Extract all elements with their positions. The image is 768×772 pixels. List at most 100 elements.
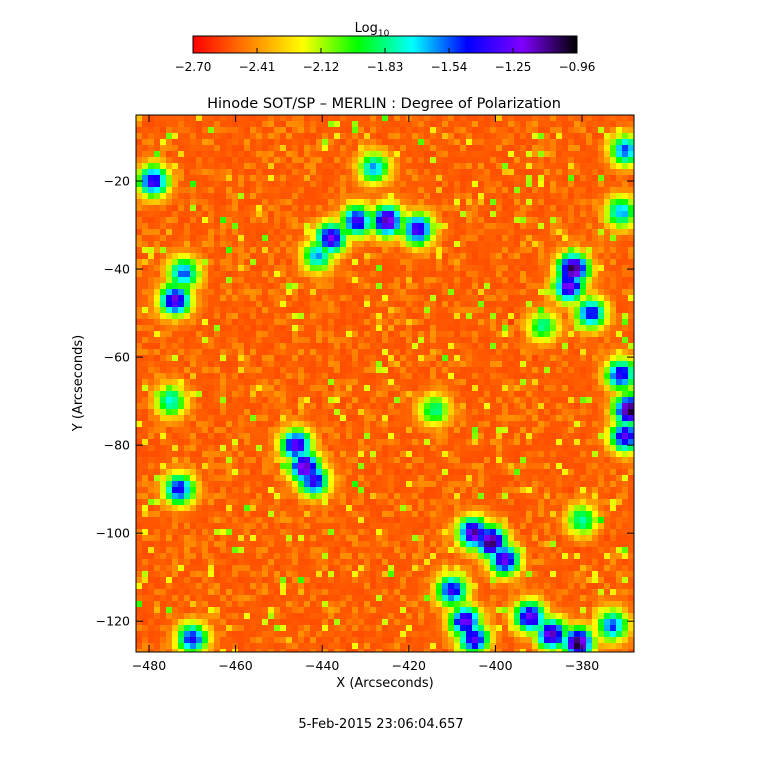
heatmap-cell	[358, 463, 364, 469]
heatmap-cell	[466, 331, 472, 337]
heatmap-cell	[166, 139, 172, 145]
heatmap-cell	[538, 307, 544, 313]
heatmap-cell	[514, 433, 520, 439]
heatmap-cell	[364, 469, 370, 475]
heatmap-cell	[304, 373, 310, 379]
heatmap-cell	[226, 235, 232, 241]
heatmap-cell	[400, 253, 406, 259]
heatmap-cell	[424, 217, 430, 223]
heatmap-cell	[136, 139, 142, 145]
heatmap-cell	[628, 163, 634, 169]
heatmap-cell	[520, 385, 526, 391]
heatmap-cell	[610, 157, 616, 163]
heatmap-cell	[220, 175, 226, 181]
heatmap-cell	[178, 121, 184, 127]
heatmap-cell	[244, 343, 250, 349]
heatmap-cell	[394, 277, 400, 283]
heatmap-cell	[184, 145, 190, 151]
heatmap-cell	[574, 157, 580, 163]
heatmap-cell	[196, 367, 202, 373]
heatmap-cell	[136, 157, 142, 163]
heatmap-cell	[274, 115, 280, 121]
heatmap-cell	[262, 289, 268, 295]
heatmap-cell	[484, 433, 490, 439]
heatmap-cell	[436, 463, 442, 469]
heatmap-cell	[598, 295, 604, 301]
heatmap-cell	[196, 271, 202, 277]
heatmap-cell	[226, 367, 232, 373]
heatmap-cell	[310, 397, 316, 403]
heatmap-cell	[358, 175, 364, 181]
heatmap-cell	[298, 157, 304, 163]
heatmap-cell	[574, 253, 580, 259]
heatmap-cell	[478, 193, 484, 199]
heatmap-cell	[604, 121, 610, 127]
heatmap-cell	[202, 289, 208, 295]
heatmap-cell	[256, 319, 262, 325]
heatmap-cell	[382, 313, 388, 319]
heatmap-cell	[406, 265, 412, 271]
heatmap-cell	[328, 169, 334, 175]
heatmap-cell	[268, 415, 274, 421]
heatmap-cell	[250, 403, 256, 409]
heatmap-cell	[538, 463, 544, 469]
heatmap-cell	[376, 313, 382, 319]
heatmap-cell	[322, 151, 328, 157]
heatmap-cell	[598, 421, 604, 427]
heatmap-cell	[304, 337, 310, 343]
heatmap-cell	[610, 247, 616, 253]
heatmap-cell	[226, 115, 232, 121]
heatmap-cell	[496, 163, 502, 169]
heatmap-cell	[382, 331, 388, 337]
heatmap-cell	[346, 157, 352, 163]
heatmap-cell	[172, 469, 178, 475]
heatmap-cell	[340, 391, 346, 397]
heatmap-cell	[598, 355, 604, 361]
heatmap-cell	[382, 253, 388, 259]
heatmap-cell	[448, 157, 454, 163]
heatmap-cell	[334, 121, 340, 127]
heatmap-cell	[364, 235, 370, 241]
heatmap-cell	[136, 121, 142, 127]
heatmap-cell	[616, 325, 622, 331]
heatmap-cell	[136, 163, 142, 169]
heatmap-cell	[442, 463, 448, 469]
heatmap-cell	[430, 235, 436, 241]
heatmap-cell	[340, 247, 346, 253]
heatmap-cell	[172, 133, 178, 139]
heatmap-cell	[562, 277, 568, 283]
heatmap-cell	[256, 259, 262, 265]
heatmap-cell	[472, 409, 478, 415]
heatmap-cell	[424, 187, 430, 193]
heatmap-cell	[604, 421, 610, 427]
heatmap-cell	[190, 289, 196, 295]
heatmap-cell	[370, 463, 376, 469]
heatmap-cell	[616, 409, 622, 415]
heatmap-cell	[196, 427, 202, 433]
heatmap-cell	[370, 427, 376, 433]
heatmap-cell	[142, 169, 148, 175]
heatmap-cell	[442, 247, 448, 253]
heatmap-cell	[490, 295, 496, 301]
heatmap-cell	[226, 139, 232, 145]
heatmap-cell	[466, 439, 472, 445]
heatmap-cell	[196, 205, 202, 211]
heatmap-cell	[358, 403, 364, 409]
heatmap-cell	[502, 391, 508, 397]
heatmap-cell	[616, 451, 622, 457]
heatmap-cell	[208, 307, 214, 313]
heatmap-cell	[568, 367, 574, 373]
heatmap-cell	[508, 385, 514, 391]
heatmap-cell	[184, 151, 190, 157]
heatmap-cell	[436, 133, 442, 139]
heatmap-cell	[190, 379, 196, 385]
heatmap-cell	[202, 313, 208, 319]
heatmap-cell	[502, 421, 508, 427]
heatmap-cell	[424, 421, 430, 427]
heatmap-cell	[214, 199, 220, 205]
heatmap-cell	[334, 265, 340, 271]
heatmap-cell	[592, 445, 598, 451]
heatmap-cell	[490, 301, 496, 307]
heatmap-cell	[412, 115, 418, 121]
heatmap-cell	[412, 283, 418, 289]
